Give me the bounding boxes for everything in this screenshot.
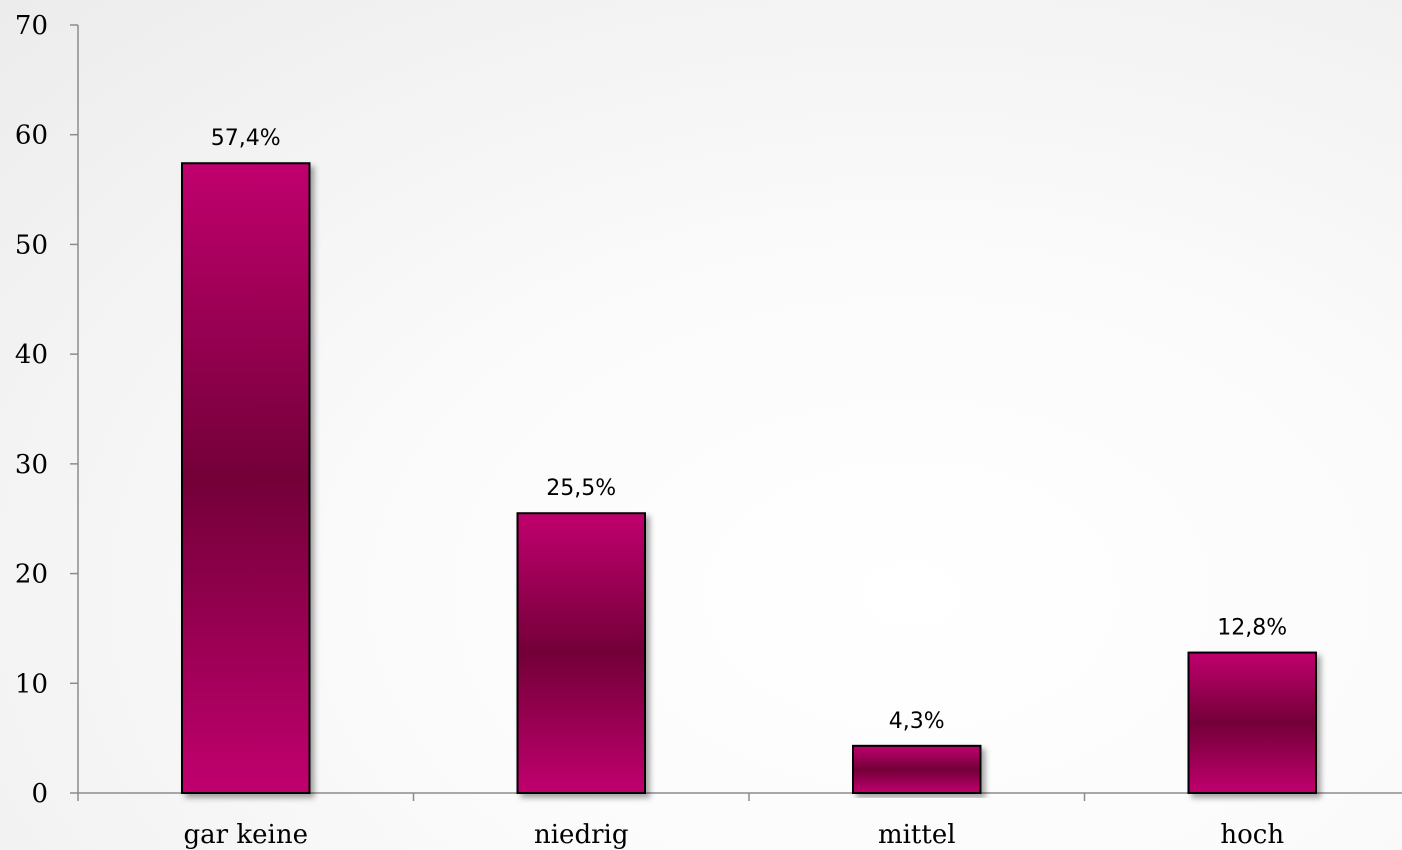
- bar-hoch: [1187, 651, 1317, 795]
- bar-gar-keine: [181, 162, 311, 795]
- x-category-label: niedrig: [534, 820, 628, 850]
- x-category-label: mittel: [878, 820, 956, 850]
- x-category-label: hoch: [1220, 820, 1284, 850]
- y-tick-label: 30: [15, 450, 48, 480]
- data-label: 57,4%: [211, 126, 281, 151]
- bars: [181, 162, 1317, 795]
- y-tick-label: 10: [15, 669, 48, 699]
- y-tick-label: 40: [15, 340, 48, 370]
- data-label: 25,5%: [546, 476, 616, 501]
- y-tick-label: 0: [31, 779, 48, 809]
- y-tick-label: 70: [15, 11, 48, 41]
- y-tick-label: 20: [15, 560, 48, 590]
- y-tick-label: 50: [15, 230, 48, 260]
- labels: 0 10 20 30 40 50 60 70 57,4% gar keine 25,5% niedri…: [15, 11, 1287, 850]
- bar-mittel: [852, 744, 982, 795]
- data-label: 12,8%: [1217, 616, 1287, 641]
- data-label: 4,3%: [889, 709, 945, 734]
- bar-niedrig: [516, 512, 646, 794]
- x-category-label: gar keine: [184, 820, 308, 850]
- y-tick-label: 60: [15, 121, 48, 151]
